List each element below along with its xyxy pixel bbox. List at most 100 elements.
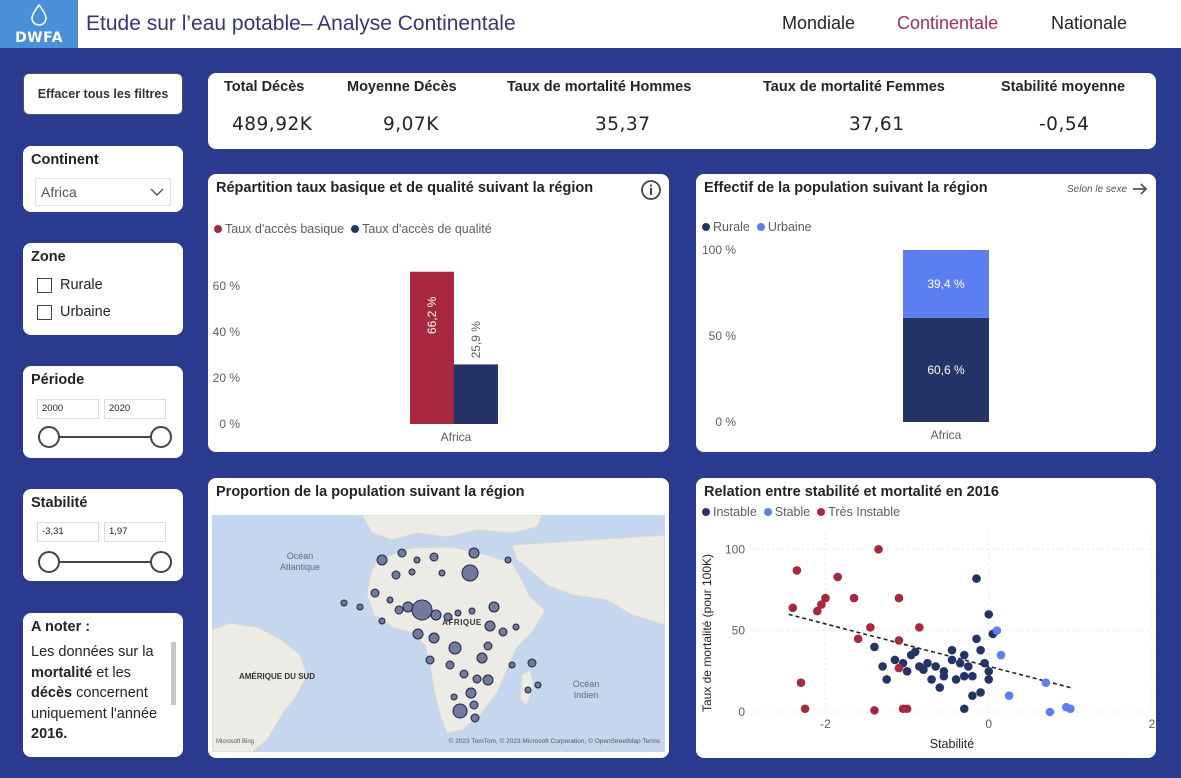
scatter-point[interactable] [874,544,883,554]
scatter-point[interactable] [870,642,879,652]
nav-mondiale[interactable]: Mondiale [782,13,856,33]
scatter-point[interactable] [992,626,1002,635]
scatter-point[interactable] [833,572,843,582]
checkbox[interactable] [37,277,52,293]
legend-item-tres-instable[interactable]: Très Instable [817,505,900,519]
data-label: 25,9 % [469,321,483,359]
scatter-point[interactable] [1004,691,1014,701]
data-label: 60,6 % [927,363,965,377]
scatter-point[interactable] [984,667,994,676]
scatter-point[interactable] [796,678,806,688]
clear-filters-button[interactable]: Effacer tous les filtres [23,73,183,115]
scatter-point[interactable] [939,671,949,681]
legend-dot [702,508,710,516]
scatter-point[interactable] [1045,707,1055,717]
stabilite-slider-track[interactable] [49,561,161,563]
scatter-point[interactable] [996,650,1006,660]
info-icon[interactable] [640,179,662,201]
bar-basique[interactable] [410,271,454,424]
scatter-point[interactable] [878,662,887,671]
scatter-point[interactable] [931,662,940,671]
slicer-title: Stabilité [31,495,88,511]
scatter-point[interactable] [910,647,920,657]
scatter-point[interactable] [959,704,969,714]
bar-qualite[interactable] [454,364,498,424]
continent-dropdown[interactable]: Africa [35,178,171,206]
legend-item-instable[interactable]: Instable [702,505,757,519]
stabilite-min-handle[interactable] [38,551,60,573]
zone-option-urbaine[interactable]: Urbaine [37,304,111,320]
periode-max-handle[interactable] [150,426,172,448]
scatter-point[interactable] [788,603,798,613]
scatter-point[interactable] [947,645,957,655]
scatter-point[interactable] [968,671,977,681]
map-bubble [504,556,512,564]
legend-item-qualite[interactable]: Taux d'accès de qualité [351,222,492,236]
scatter-point[interactable] [968,691,977,701]
logo-text: DWFA [15,30,63,46]
legend-dot [702,223,710,231]
scatter-point[interactable] [817,600,826,609]
stabilite-max-input[interactable]: 1,97 [104,522,166,542]
checkbox[interactable] [37,304,52,320]
scatter-point[interactable] [980,658,989,668]
scatter-point[interactable] [915,623,924,632]
population-map[interactable]: Océan Atlantique AFRIQUE AMÉRIQUE DU SUD … [212,515,665,752]
scatter-point[interactable] [919,665,928,674]
scatter-point[interactable] [870,706,879,715]
scatter-point[interactable] [1041,678,1051,688]
periode-max-input[interactable]: 2020 [104,399,166,419]
legend-item-stable[interactable]: Stable [763,505,810,519]
scatter-point[interactable] [853,634,863,644]
map-bubble [534,681,542,689]
note-scrollbar[interactable] [171,642,176,705]
scatter-point[interactable] [894,663,904,673]
stabilite-max-handle[interactable] [150,551,172,573]
periode-min-input[interactable]: 2000 [37,399,99,419]
periode-slider-track[interactable] [49,436,161,438]
legend-item-urbaine[interactable]: Urbaine [756,220,812,234]
periode-min-handle[interactable] [38,426,60,448]
scatter-point[interactable] [947,655,957,665]
scatter-point[interactable] [964,662,973,671]
legend-item-basique[interactable]: Taux d'accès basique [214,222,344,236]
scatter-point[interactable] [894,593,904,603]
scatter-point[interactable] [935,683,945,692]
scatter-point[interactable] [959,650,969,660]
scatter-point[interactable] [976,688,985,697]
scatter-point[interactable] [976,645,985,655]
scatter-point[interactable] [902,667,912,676]
scatter-point[interactable] [894,636,904,645]
scatter-point[interactable] [849,593,859,603]
drill-by-sex-link[interactable]: Selon le sexe [1067,182,1148,196]
scatter-point[interactable] [902,704,912,714]
scatter-point[interactable] [821,593,830,603]
stacked-chart-population-plot: 0 % 50 % 100 % 60,6 % 39,4 % Africa [702,243,989,442]
scatter-point[interactable] [1066,704,1075,714]
scatter-point[interactable] [951,675,961,684]
map-bubble [386,596,394,604]
stabilite-min-input[interactable]: -3,31 [37,522,99,542]
scatter-point[interactable] [955,658,965,668]
scatter-point[interactable] [972,634,981,644]
scatter-point[interactable] [890,655,900,665]
bar-segment-rurale[interactable] [903,317,989,422]
scatter-point[interactable] [800,704,810,714]
zone-option-rurale[interactable]: Rurale [37,277,103,293]
scatter-point[interactable] [813,606,822,616]
bar-segment-urbaine[interactable] [903,250,989,318]
scatter-point[interactable] [882,675,891,684]
nav-continentale[interactable]: Continentale [897,13,999,33]
scatter-point[interactable] [866,623,875,632]
scatter-point[interactable] [927,675,936,684]
legend-item-rurale[interactable]: Rurale [702,220,750,234]
scatter-point[interactable] [923,658,932,668]
scatter-point[interactable] [792,566,802,575]
y-tick-label: 100 % [702,243,736,257]
scatter-point[interactable] [972,574,981,583]
bing-logo: Microsoft Bing [216,739,254,745]
nav-nationale[interactable]: Nationale [1051,13,1128,33]
scatter-point[interactable] [984,610,994,619]
scatter-point[interactable] [984,675,994,684]
scatter-point[interactable] [959,671,969,681]
